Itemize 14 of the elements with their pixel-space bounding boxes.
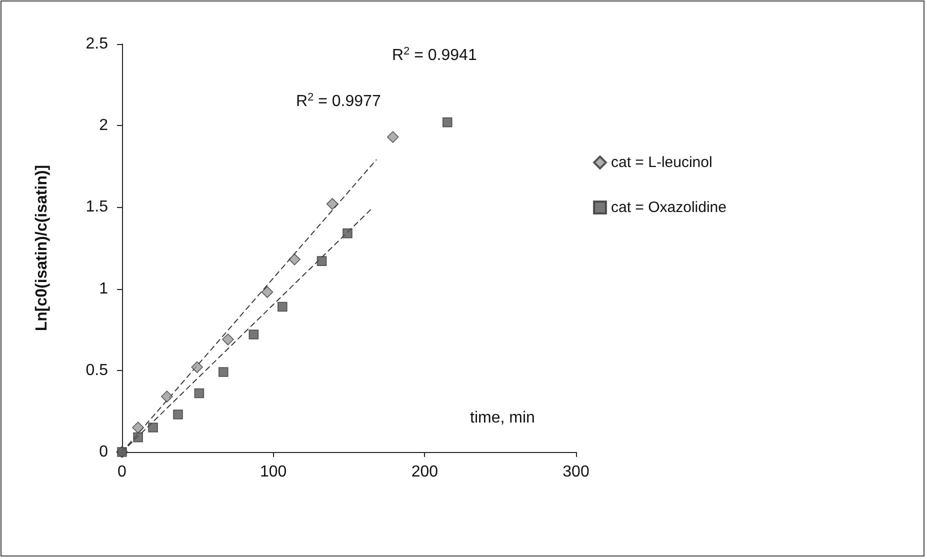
y-tick-label: 2.5: [86, 36, 108, 52]
y-tick-label: 0.5: [86, 362, 108, 379]
y-tick-label: 2: [99, 117, 108, 134]
x-tick-label: 100: [260, 464, 287, 480]
x-tick-label: 300: [562, 464, 590, 480]
x-tick-label: 200: [411, 464, 438, 480]
x-axis-title: time, min: [470, 410, 535, 426]
y-tick-label: 1.5: [86, 198, 108, 216]
y-axis-title: Ln[c0(isatin)/c(isatin)]: [34, 164, 50, 332]
legend-label: cat = L-leucinol: [611, 154, 712, 171]
x-tick-label: 0: [118, 464, 127, 480]
y-tick-label: 0: [99, 444, 108, 460]
legend-label: cat = Oxazolidine: [611, 199, 726, 216]
y-tick-label: 1: [99, 280, 108, 298]
